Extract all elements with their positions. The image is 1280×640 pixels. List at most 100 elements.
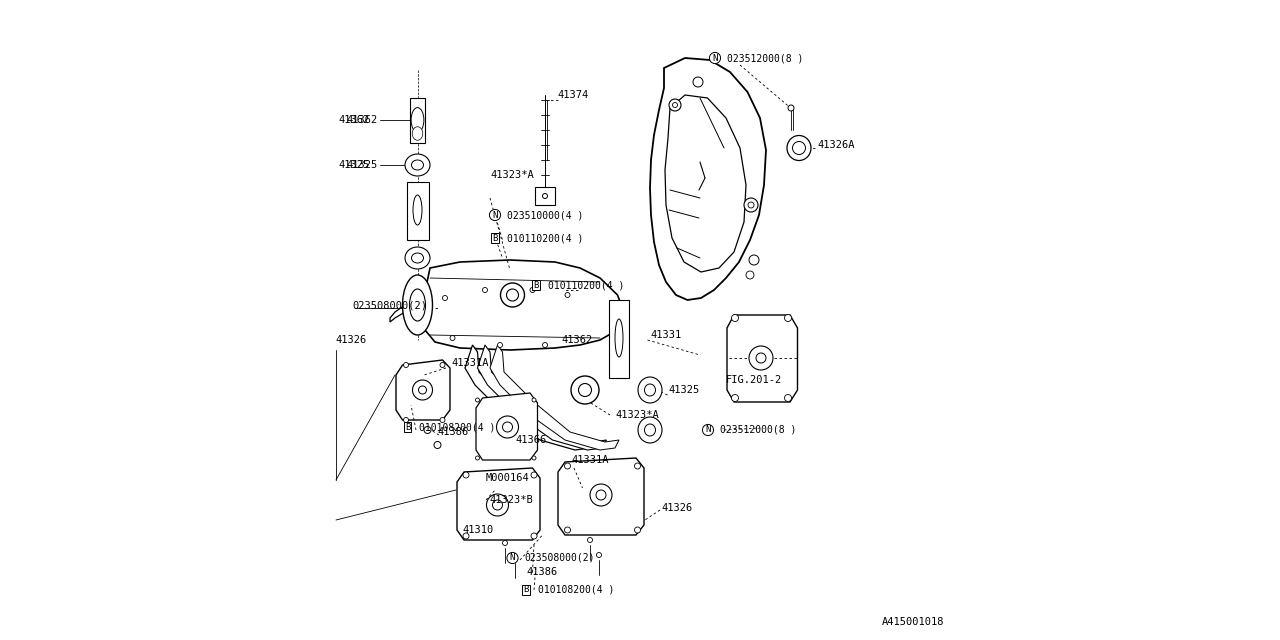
Polygon shape [422, 260, 625, 350]
Text: 41331A: 41331A [571, 455, 608, 465]
Circle shape [463, 533, 468, 539]
Text: 41325: 41325 [339, 160, 370, 170]
Text: M000164: M000164 [486, 473, 530, 483]
Ellipse shape [787, 136, 812, 161]
Circle shape [434, 442, 442, 449]
Circle shape [497, 416, 518, 438]
Circle shape [531, 533, 538, 539]
Circle shape [419, 386, 426, 394]
Ellipse shape [413, 195, 422, 225]
Ellipse shape [637, 417, 662, 443]
Circle shape [440, 417, 445, 422]
Text: 010110200(4 ): 010110200(4 ) [507, 233, 582, 243]
Circle shape [532, 398, 536, 402]
Circle shape [463, 472, 468, 478]
Circle shape [785, 314, 791, 321]
Circle shape [749, 255, 759, 265]
Polygon shape [727, 315, 797, 402]
Ellipse shape [645, 424, 655, 436]
Circle shape [530, 287, 535, 292]
Circle shape [486, 494, 508, 516]
Circle shape [543, 193, 548, 198]
Text: B: B [493, 234, 498, 243]
Polygon shape [457, 468, 540, 540]
Text: B: B [404, 422, 410, 431]
Ellipse shape [411, 253, 424, 263]
Text: 41326: 41326 [660, 503, 692, 513]
Polygon shape [666, 95, 746, 272]
Text: 41386: 41386 [436, 427, 468, 437]
Circle shape [493, 500, 503, 510]
Circle shape [424, 426, 431, 433]
Text: N: N [705, 426, 710, 435]
Ellipse shape [614, 319, 623, 357]
Polygon shape [390, 298, 422, 322]
Circle shape [500, 283, 525, 307]
Text: 41362: 41362 [561, 335, 593, 345]
Ellipse shape [411, 160, 424, 170]
Circle shape [748, 202, 754, 208]
Circle shape [403, 362, 408, 367]
Circle shape [596, 490, 605, 500]
Circle shape [483, 287, 488, 292]
Text: 41386: 41386 [526, 567, 557, 577]
Circle shape [543, 342, 548, 348]
Polygon shape [465, 345, 594, 450]
Circle shape [746, 271, 754, 279]
Text: N: N [509, 554, 515, 563]
Circle shape [788, 105, 794, 111]
Circle shape [451, 335, 454, 340]
Circle shape [564, 527, 571, 533]
Text: A415001018: A415001018 [882, 617, 945, 627]
Ellipse shape [404, 247, 430, 269]
Ellipse shape [645, 384, 655, 396]
Circle shape [532, 456, 536, 460]
Text: 023510000(4 ): 023510000(4 ) [507, 210, 582, 220]
Circle shape [756, 353, 765, 363]
Text: 41323*A: 41323*A [490, 170, 534, 180]
Circle shape [749, 346, 773, 370]
Polygon shape [477, 345, 607, 450]
Circle shape [785, 394, 791, 401]
Text: 41326A: 41326A [817, 140, 855, 150]
Text: 023508000(2): 023508000(2) [524, 553, 594, 563]
Ellipse shape [404, 154, 430, 176]
Text: 41323*A: 41323*A [614, 410, 659, 420]
Circle shape [507, 289, 518, 301]
Polygon shape [396, 360, 451, 420]
Text: N: N [712, 54, 718, 63]
Ellipse shape [792, 141, 805, 154]
Polygon shape [490, 345, 620, 450]
Circle shape [440, 362, 445, 367]
Text: 010108200(4 ): 010108200(4 ) [538, 585, 614, 595]
Ellipse shape [637, 377, 662, 403]
Bar [609, 300, 628, 378]
Circle shape [692, 77, 703, 87]
Text: FIG.201-2: FIG.201-2 [726, 375, 782, 385]
Polygon shape [476, 393, 538, 460]
Circle shape [579, 383, 591, 397]
Bar [407, 182, 429, 240]
Bar [535, 187, 556, 205]
Text: 41331A: 41331A [451, 358, 489, 368]
Circle shape [596, 552, 602, 557]
Text: 41325: 41325 [668, 385, 699, 395]
Text: 41362: 41362 [347, 115, 378, 125]
Circle shape [531, 472, 538, 478]
Text: N: N [493, 211, 498, 220]
Circle shape [672, 102, 677, 108]
Circle shape [564, 292, 570, 298]
Circle shape [512, 556, 517, 561]
Circle shape [503, 541, 507, 545]
Text: 010108200(4 ): 010108200(4 ) [419, 422, 495, 432]
Ellipse shape [402, 275, 433, 335]
Text: 41362: 41362 [339, 115, 370, 125]
Text: 023512000(8 ): 023512000(8 ) [727, 53, 803, 63]
Circle shape [731, 394, 739, 401]
Text: 41310: 41310 [462, 525, 494, 535]
Circle shape [571, 376, 599, 404]
Ellipse shape [411, 108, 424, 132]
Circle shape [588, 538, 593, 543]
Polygon shape [650, 58, 765, 300]
Bar [410, 97, 425, 143]
